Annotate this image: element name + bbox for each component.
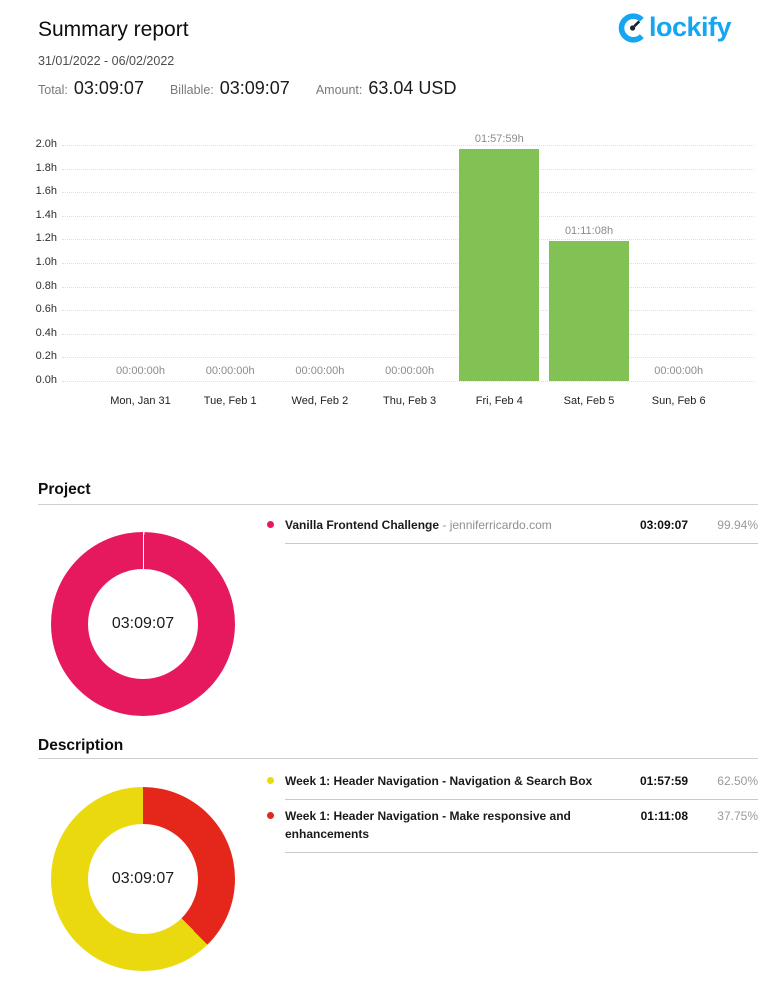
total-label: Total: (38, 83, 68, 97)
billable-stat: Billable: 03:09:07 (170, 78, 290, 99)
project-legend: Vanilla Frontend Challenge - jenniferric… (267, 516, 758, 544)
amount-value: 63.04 USD (368, 78, 457, 98)
bar-value-label: 00:00:00h (295, 365, 345, 377)
y-axis-tick-label: 2.0h (35, 138, 57, 150)
x-axis-day-label: Tue, Feb 1 (203, 395, 257, 407)
bar-chart: 0.0h 0.2h 0.4h 0.6h 0.8h 1.0h 1.2h 1.4h 1.6h 1.8h… (0, 133, 779, 425)
y-axis-tick-label: 0.2h (35, 350, 57, 363)
gridline (62, 357, 754, 359)
y-axis-tick-label: 0.0h (35, 374, 57, 386)
billable-label: Billable: (169, 83, 214, 97)
y-axis-tick-label: 1.0h (35, 256, 57, 268)
project-donut-center-label: 03:09:07 (111, 615, 175, 632)
legend-dot (267, 812, 274, 819)
y-axis-tick-label: 0.4h (35, 326, 57, 339)
x-axis-day-label: Sat, Feb 5 (563, 395, 615, 407)
description-section-divider (38, 758, 758, 759)
bar-value-label: 00:00:00h (385, 365, 435, 377)
bar-value-label: 01:11:08h (564, 225, 614, 237)
y-axis-tick-label: 1.6h (35, 185, 57, 198)
gridline (62, 215, 754, 217)
legend-row-description-2: Week 1: Header Navigation - Make respons… (267, 807, 758, 853)
legend-percent: 62.50% (717, 774, 758, 788)
description-legend: Week 1: Header Navigation - Navigation &… (267, 772, 758, 853)
legend-name: Week 1: Header Navigation - Navigation &… (285, 774, 593, 788)
legend-percent: 99.94% (717, 518, 758, 532)
clock-icon (618, 12, 644, 43)
legend-name: Week 1: Header Navigation - Make respons… (285, 809, 571, 841)
gridline (62, 381, 754, 382)
legend-percent: 37.75% (717, 809, 758, 823)
description-donut-center-label: 03:09:07 (111, 870, 175, 887)
y-axis-tick-label: 1.8h (35, 161, 57, 174)
x-axis-day-label: Wed, Feb 2 (291, 395, 349, 407)
legend-time: 03:09:07 (639, 518, 688, 532)
bar-value-label: 01:57:59h (474, 133, 524, 145)
legend-dot (267, 777, 274, 784)
description-section-heading: Description (38, 737, 124, 754)
legend-row-description-1: Week 1: Header Navigation - Navigation &… (267, 772, 758, 800)
legend-row-project: Vanilla Frontend Challenge - jenniferric… (267, 516, 758, 544)
gridline (62, 286, 754, 288)
amount-label: Amount: (315, 83, 363, 97)
page-title: Summary report (38, 18, 189, 41)
gridline (62, 192, 754, 194)
gridline (62, 145, 754, 146)
description-donut-chart: 03:09:07 (51, 787, 235, 971)
legend-time: 01:11:08 (640, 809, 688, 823)
gridline (62, 263, 754, 264)
day-bar (549, 241, 629, 381)
x-axis-day-label: Fri, Feb 4 (475, 395, 523, 407)
gridline (62, 239, 754, 241)
bar-value-label: 00:00:00h (116, 365, 165, 377)
day-bar (459, 149, 540, 381)
y-axis-tick-label: 1.4h (35, 208, 57, 221)
project-donut-chart: 03:09:07 (51, 532, 235, 716)
gridline (62, 333, 754, 335)
clockify-logo: lockify (618, 12, 732, 43)
y-axis-tick-label: 0.6h (35, 303, 57, 316)
bar-value-label: 00:00:00h (654, 365, 704, 377)
x-axis-day-label: Mon, Jan 31 (110, 395, 171, 407)
date-range: 31/01/2022 - 06/02/2022 (38, 54, 175, 68)
project-section-heading: Project (38, 481, 91, 498)
y-axis-tick-label: 0.8h (35, 279, 57, 292)
total-value: 03:09:07 (73, 78, 144, 98)
bar-value-label: 00:00:00h (205, 365, 255, 377)
legend-name: Vanilla Frontend Challenge - jenniferric… (285, 518, 552, 532)
total-stat: Total: 03:09:07 (38, 78, 144, 99)
legend-time: 01:57:59 (639, 774, 688, 788)
gridline (62, 168, 754, 170)
logo-wordmark: lockify (649, 12, 732, 42)
amount-stat: Amount: 63.04 USD (316, 78, 457, 99)
y-axis-tick-label: 1.2h (35, 232, 57, 245)
gridline (62, 310, 754, 312)
project-section-divider (38, 504, 758, 505)
x-axis-day-label: Thu, Feb 3 (382, 395, 437, 407)
billable-value: 03:09:07 (219, 78, 290, 98)
totals-row: Total: 03:09:07 Billable: 03:09:07 Amoun… (38, 78, 456, 99)
x-axis-day-label: Sun, Feb 6 (651, 395, 706, 407)
legend-user-suffix: - jenniferricardo.com (439, 518, 552, 532)
legend-dot (267, 521, 274, 528)
